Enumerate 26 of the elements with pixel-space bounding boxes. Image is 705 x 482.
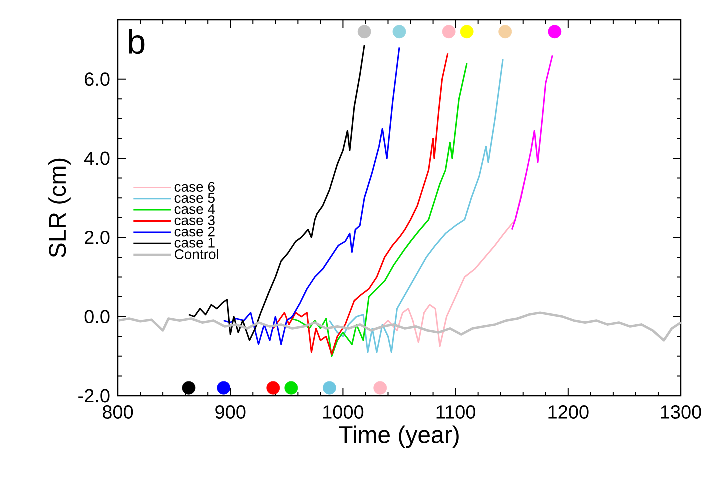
line-series <box>290 62 468 358</box>
y-tick-label: -2.0 <box>78 389 110 403</box>
line-series <box>272 52 449 356</box>
x-tick-label: 1200 <box>548 406 589 419</box>
legend-label: case 6 <box>174 182 215 192</box>
x-tick-label: 1300 <box>661 406 702 419</box>
legend-label: case 2 <box>174 226 215 237</box>
annotation: b <box>129 29 145 54</box>
x-tick-label: 800 <box>102 406 134 419</box>
y-tick-label: 6.0 <box>85 72 110 86</box>
x-tick-label: 1100 <box>436 406 476 419</box>
line-series <box>116 312 682 342</box>
x-tick-label: 900 <box>216 406 246 419</box>
x-axis-title: Time (year) <box>339 426 459 448</box>
legend-label: case 3 <box>174 216 215 226</box>
legend-label: case 1 <box>174 238 215 248</box>
legend-label: Control <box>174 249 218 260</box>
x-tick-label: 1000 <box>324 406 364 419</box>
legend-label: case 5 <box>174 193 215 204</box>
y-tick-label: 0.0 <box>84 310 110 324</box>
y-tick-label: 4.0 <box>84 152 110 166</box>
line-series <box>511 54 554 231</box>
y-axis-title: SLR (cm) <box>48 158 71 258</box>
line-series <box>223 46 400 346</box>
y-tick-label: 2.0 <box>85 230 110 244</box>
legend-label: case 4 <box>174 204 216 214</box>
